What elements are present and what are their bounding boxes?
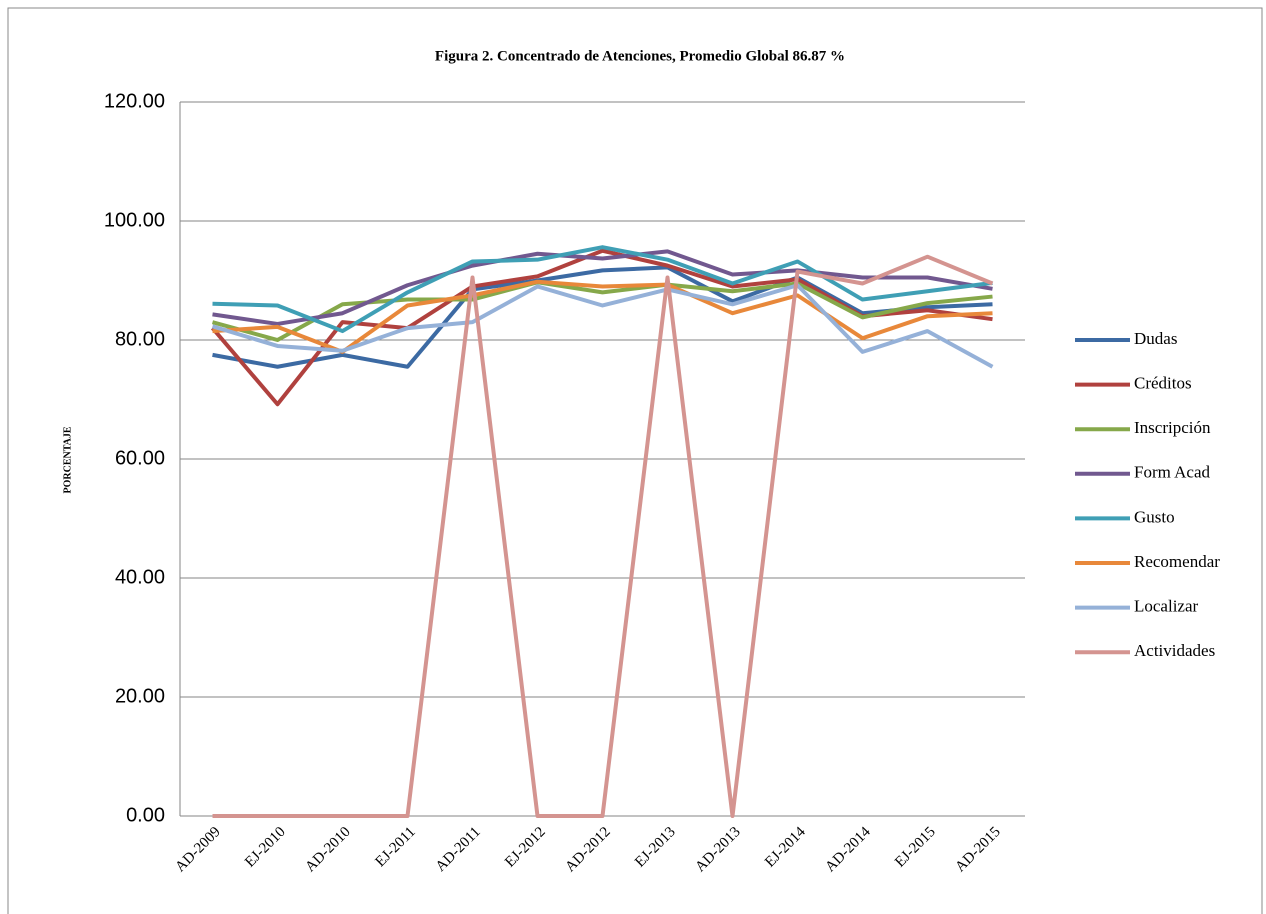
y-tick-label: 20.00	[115, 685, 165, 707]
legend-label: Dudas	[1134, 329, 1177, 348]
legend-label: Actividades	[1134, 641, 1215, 660]
series-line	[212, 265, 993, 369]
series-line	[211, 283, 994, 369]
series-line	[212, 249, 993, 326]
chart-frame	[7, 7, 1263, 914]
y-tick-label: 60.00	[115, 447, 165, 469]
y-tick-label: 100.00	[104, 209, 165, 231]
legend-label: Localizar	[1134, 597, 1199, 616]
series-line	[211, 280, 993, 342]
chart-title: Figura 2. Concentrado de Atenciones, Pro…	[435, 48, 845, 64]
y-tick-label: 80.00	[115, 328, 165, 350]
series-line	[212, 245, 993, 334]
legend-label: Créditos	[1134, 374, 1192, 393]
legend-label: Inscripción	[1134, 418, 1211, 437]
legend-label: Form Acad	[1134, 463, 1211, 482]
y-axis-label: PORCENTAJE	[62, 426, 73, 493]
y-tick-label: 0.00	[126, 804, 165, 826]
y-tick-label: 120.00	[104, 90, 165, 112]
series-line	[212, 254, 994, 818]
y-tick-label: 40.00	[115, 566, 165, 588]
legend-label: Recomendar	[1134, 552, 1220, 571]
legend-label: Gusto	[1134, 507, 1175, 526]
